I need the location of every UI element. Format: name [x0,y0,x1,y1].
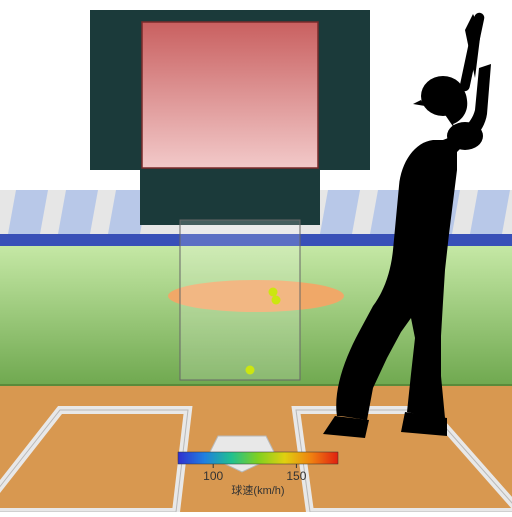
pitch-marker [269,288,278,297]
speed-legend-tick-label: 150 [286,469,306,483]
speed-legend-tick-label: 100 [203,469,223,483]
scene-svg: 100 150球速(km/h) [0,0,512,512]
pitch-marker [272,296,281,305]
speed-legend-bar [178,452,338,464]
scoreboard-base [140,170,320,225]
strike-zone [180,220,300,380]
pitch-marker [246,366,255,375]
speed-legend-axis-label: 球速(km/h) [231,483,284,497]
pitch-location-chart: 100 150球速(km/h) [0,0,512,512]
scoreboard-screen [142,22,318,168]
